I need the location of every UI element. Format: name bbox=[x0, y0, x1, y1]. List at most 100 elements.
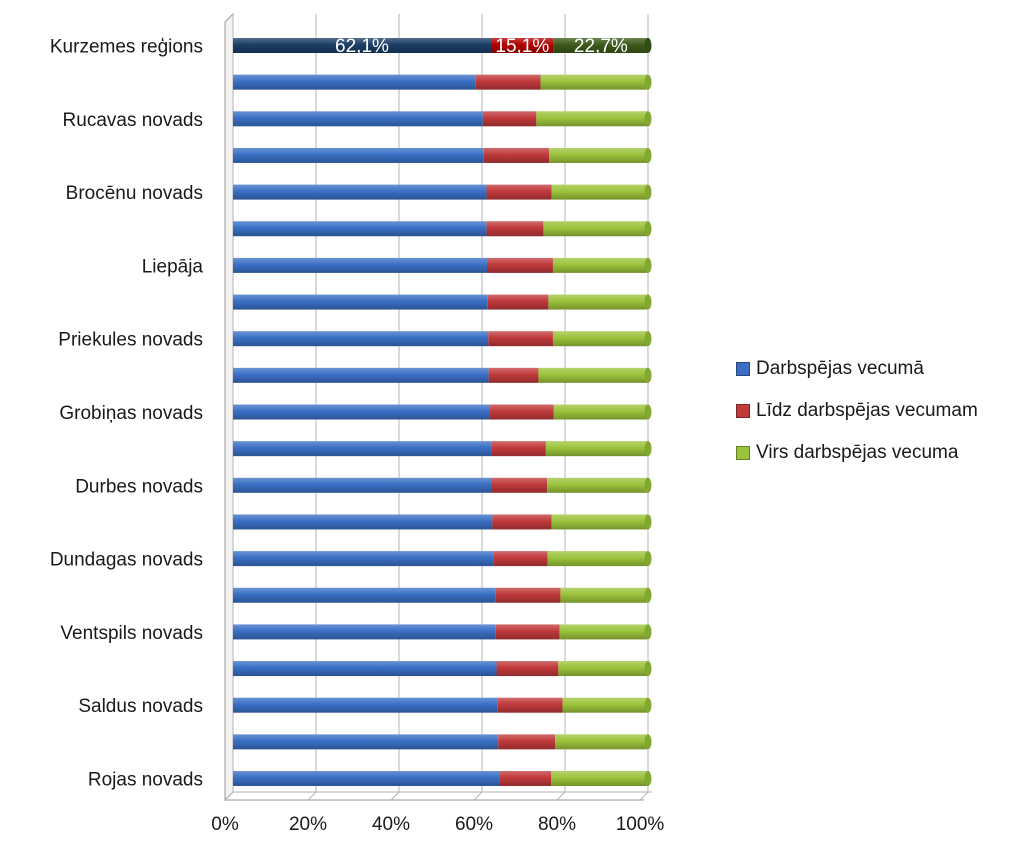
bar-segment-virs-darbspejas-vecuma bbox=[545, 441, 648, 457]
x-tick-label: 60% bbox=[455, 814, 493, 835]
gridline-floor bbox=[390, 791, 400, 801]
category-label: Ventspils novads bbox=[60, 623, 203, 644]
gridline-floor bbox=[473, 791, 483, 801]
bar-segment-darbspejas-vecuma bbox=[233, 624, 496, 640]
category-label: Durbes novads bbox=[75, 476, 203, 497]
bar-segment-darbspejas-vecuma bbox=[233, 441, 492, 457]
bar-segment-darbspejas-vecuma bbox=[233, 661, 497, 677]
bar-segment-virs-darbspejas-vecuma bbox=[562, 697, 648, 713]
bar-end-cap bbox=[644, 257, 652, 273]
bar-segment-virs-darbspejas-vecuma bbox=[552, 331, 648, 347]
bar-segment-lidz-darbspejas-vecumam bbox=[495, 624, 560, 640]
gridline-floor bbox=[307, 791, 317, 801]
bar-segment-lidz-darbspejas-vecumam bbox=[497, 697, 563, 713]
bar-segment-virs-darbspejas-vecuma bbox=[548, 294, 648, 310]
bar-segment-lidz-darbspejas-vecumam bbox=[488, 367, 539, 383]
axis-wall bbox=[224, 12, 234, 802]
bar-segment-lidz-darbspejas-vecumam bbox=[490, 38, 554, 53]
bar-segment-darbspejas-vecuma bbox=[233, 111, 483, 127]
bar-segment-lidz-darbspejas-vecumam bbox=[491, 477, 548, 493]
legend-item-darbspejas-vecuma: Darbspējas vecumā bbox=[736, 358, 978, 380]
bar-segment-darbspejas-vecuma bbox=[233, 734, 499, 750]
data-label: 62,1% bbox=[335, 36, 389, 57]
bar-segment-virs-darbspejas-vecuma bbox=[551, 184, 648, 200]
x-tick-label: 0% bbox=[211, 814, 239, 835]
bar-segment-lidz-darbspejas-vecumam bbox=[493, 551, 548, 567]
bar-segment-lidz-darbspejas-vecumam bbox=[486, 257, 553, 273]
gridline-floor bbox=[556, 791, 566, 801]
bar-segment-darbspejas-vecuma bbox=[233, 404, 490, 420]
category-label: Rucavas novads bbox=[63, 110, 203, 131]
bar-segment-virs-darbspejas-vecuma bbox=[549, 147, 648, 163]
category-label: Brocēnu novads bbox=[66, 183, 203, 204]
bar-segment-darbspejas-vecuma bbox=[233, 294, 488, 310]
bar-segment-darbspejas-vecuma bbox=[233, 587, 496, 603]
bar-end-cap bbox=[644, 38, 652, 53]
category-label: Liepāja bbox=[142, 256, 204, 277]
bar-segment-lidz-darbspejas-vecumam bbox=[475, 74, 541, 90]
bar-segment-darbspejas-vecuma bbox=[233, 331, 489, 347]
legend-item-virs-darbspejas-vecuma: Virs darbspējas vecuma bbox=[736, 442, 978, 464]
bar-end-cap bbox=[644, 294, 652, 310]
bar-end-cap bbox=[644, 661, 652, 677]
x-tick-label: 100% bbox=[616, 814, 665, 835]
bar-segment-virs-darbspejas-vecuma bbox=[553, 38, 648, 53]
data-label: 22,7% bbox=[574, 36, 628, 57]
legend-label: Līdz darbspējas vecumam bbox=[756, 400, 978, 421]
bar-segment-virs-darbspejas-vecuma bbox=[547, 551, 648, 567]
category-label: Rojas novads bbox=[88, 770, 203, 791]
bar-end-cap bbox=[644, 367, 652, 383]
category-label: Kurzemes reģions bbox=[50, 37, 203, 58]
chart-legend: Darbspējas vecumā Līdz darbspējas vecuma… bbox=[736, 358, 978, 484]
bar-segment-virs-darbspejas-vecuma bbox=[553, 404, 648, 420]
bar-segment-virs-darbspejas-vecuma bbox=[559, 624, 648, 640]
bar-segment-darbspejas-vecuma bbox=[233, 367, 489, 383]
x-tick-label: 80% bbox=[538, 814, 576, 835]
bar-end-cap bbox=[644, 147, 652, 163]
bar-segment-lidz-darbspejas-vecumam bbox=[487, 294, 549, 310]
legend-label: Virs darbspējas vecuma bbox=[756, 442, 959, 463]
bar-segment-lidz-darbspejas-vecumam bbox=[488, 331, 553, 347]
bar-segment-lidz-darbspejas-vecumam bbox=[495, 587, 561, 603]
data-label: 15,1% bbox=[495, 36, 549, 57]
bar-segment-lidz-darbspejas-vecumam bbox=[483, 147, 550, 163]
bar-segment-virs-darbspejas-vecuma bbox=[538, 367, 648, 383]
bar-segment-virs-darbspejas-vecuma bbox=[543, 221, 648, 237]
category-label: Saldus novads bbox=[78, 696, 203, 717]
bar-end-cap bbox=[644, 587, 652, 603]
bar-end-cap bbox=[644, 221, 652, 237]
bar-segment-virs-darbspejas-vecuma bbox=[536, 111, 648, 127]
bar-end-cap bbox=[644, 477, 652, 493]
bar-end-cap bbox=[644, 331, 652, 347]
bar-segment-lidz-darbspejas-vecumam bbox=[482, 111, 537, 127]
bar-end-cap bbox=[644, 734, 652, 750]
bar-segment-virs-darbspejas-vecuma bbox=[551, 514, 648, 530]
bar-segment-darbspejas-vecuma bbox=[233, 38, 491, 53]
gridline-floor bbox=[639, 791, 649, 801]
bar-segment-darbspejas-vecuma bbox=[233, 697, 498, 713]
bar-segment-darbspejas-vecuma bbox=[233, 221, 487, 237]
category-label: Priekules novads bbox=[58, 330, 203, 351]
bar-segment-lidz-darbspejas-vecumam bbox=[499, 771, 552, 786]
bar-segment-lidz-darbspejas-vecumam bbox=[492, 514, 552, 530]
bar-segment-darbspejas-vecuma bbox=[233, 514, 493, 530]
bar-end-cap bbox=[644, 74, 652, 90]
x-tick-label: 20% bbox=[289, 814, 327, 835]
bar-segment-lidz-darbspejas-vecumam bbox=[496, 661, 559, 677]
bar-segment-virs-darbspejas-vecuma bbox=[555, 734, 648, 750]
bar-segment-darbspejas-vecuma bbox=[233, 147, 484, 163]
bar-segment-darbspejas-vecuma bbox=[233, 184, 487, 200]
legend-label: Darbspējas vecumā bbox=[756, 358, 924, 379]
bar-end-cap bbox=[644, 404, 652, 420]
category-label: Dundagas novads bbox=[50, 550, 203, 571]
bar-end-cap bbox=[644, 771, 652, 786]
bar-end-cap bbox=[644, 697, 652, 713]
bar-segment-lidz-darbspejas-vecumam bbox=[491, 441, 546, 457]
category-label: Grobiņas novads bbox=[59, 403, 203, 424]
bar-segment-lidz-darbspejas-vecumam bbox=[486, 184, 552, 200]
bar-segment-virs-darbspejas-vecuma bbox=[552, 257, 648, 273]
bar-segment-virs-darbspejas-vecuma bbox=[547, 477, 648, 493]
legend-swatch-blue bbox=[736, 362, 750, 376]
bar-segment-darbspejas-vecuma bbox=[233, 551, 494, 567]
